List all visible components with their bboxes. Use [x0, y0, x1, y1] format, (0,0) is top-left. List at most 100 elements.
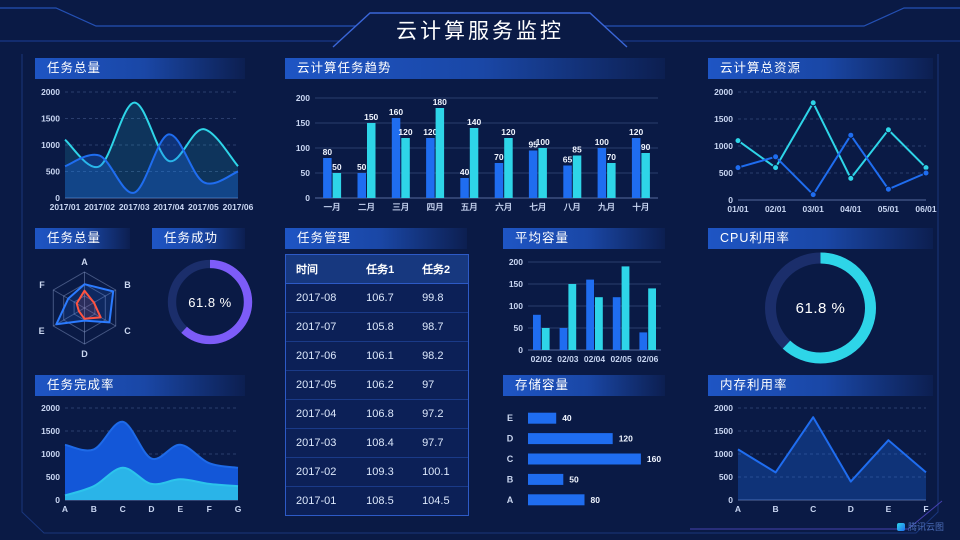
svg-text:90: 90: [641, 142, 651, 152]
svg-text:65: 65: [563, 155, 573, 165]
svg-text:50: 50: [332, 162, 342, 172]
table-row: 2017-07 105.8 98.7: [286, 312, 468, 342]
table-row: 2017-03 108.4 97.7: [286, 428, 468, 458]
svg-text:500: 500: [46, 167, 60, 177]
table-cell: 2017-08: [286, 283, 357, 313]
completion-area-chart: 0 500 1000 1500 2000 A B C D E F G: [41, 403, 242, 514]
svg-text:2017/03: 2017/03: [119, 202, 150, 212]
svg-text:1500: 1500: [41, 426, 60, 436]
svg-text:200: 200: [509, 257, 523, 267]
svg-text:50: 50: [301, 168, 311, 178]
task-trend-bar-chart: 0 50 100 150 200 一月 二月 三月 四月 五月 六月 七月 八月 九月 十月 80 50 160 1…: [296, 93, 658, 212]
page-title: 云计算服务监控: [396, 20, 564, 43]
svg-text:160: 160: [647, 454, 661, 464]
svg-text:2000: 2000: [41, 403, 60, 413]
table-cell: 2017-06: [286, 341, 357, 371]
table-row: 2017-06 106.1 98.2: [286, 341, 468, 371]
svg-text:B: B: [91, 504, 97, 514]
task-success-gauge: 61.8 %: [164, 252, 256, 352]
table-row: 2017-04 106.8 97.2: [286, 399, 468, 429]
table-cell: 108.4: [356, 428, 413, 458]
task-table: 时间 任务1 任务2 2017-08 106.7 99.8 2017-07 105.8 98.…: [286, 255, 468, 515]
svg-text:2000: 2000: [714, 403, 733, 413]
svg-text:八月: 八月: [563, 202, 581, 212]
table-cell: 2017-07: [286, 312, 357, 342]
svg-text:150: 150: [509, 279, 523, 289]
cpu-gauge: 61.8 %: [708, 250, 933, 366]
task-success-donut-chart: [167, 259, 253, 345]
column-header: 任务1: [356, 255, 413, 284]
table-row: 2017-08 106.7 99.8: [286, 283, 468, 313]
panel-title-storage: 存储容量: [503, 375, 665, 396]
svg-text:02/05: 02/05: [610, 354, 632, 364]
svg-text:1000: 1000: [41, 449, 60, 459]
table-cell: 2017-04: [286, 399, 357, 429]
svg-text:A: A: [507, 495, 514, 505]
svg-text:500: 500: [46, 472, 60, 482]
table-cell: 98.7: [412, 312, 468, 342]
svg-text:D: D: [81, 349, 88, 359]
svg-text:80: 80: [591, 495, 601, 505]
table-cell: 106.7: [356, 283, 413, 313]
table-cell: 2017-03: [286, 428, 357, 458]
table-cell: 99.8: [412, 283, 468, 313]
svg-text:2000: 2000: [41, 87, 60, 97]
table-cell: 2017-05: [286, 370, 357, 400]
svg-text:E: E: [886, 504, 892, 514]
svg-text:70: 70: [494, 152, 504, 162]
svg-text:E: E: [39, 326, 45, 336]
svg-text:0: 0: [55, 495, 60, 505]
svg-text:100: 100: [509, 301, 523, 311]
table-cell: 104.5: [412, 486, 468, 515]
svg-text:1500: 1500: [714, 114, 733, 124]
panel-title-task-trend: 云计算任务趋势: [285, 58, 665, 79]
svg-text:200: 200: [296, 93, 310, 103]
svg-text:B: B: [124, 280, 131, 290]
panel-title-completion: 任务完成率: [35, 375, 245, 396]
svg-text:E: E: [177, 504, 183, 514]
storage-hbar-chart: E 40 D 120 C 160 B 50 A 80: [507, 412, 661, 506]
svg-text:F: F: [39, 280, 45, 290]
svg-text:0: 0: [728, 195, 733, 205]
svg-text:150: 150: [296, 118, 310, 128]
svg-text:C: C: [124, 326, 131, 336]
svg-text:03/01: 03/01: [803, 204, 825, 214]
tasks-total-radar-chart: A B C D E F: [39, 257, 132, 359]
svg-text:2017/05: 2017/05: [188, 202, 219, 212]
table-row: 2017-02 109.3 100.1: [286, 457, 468, 487]
panel-title-task-success: 任务成功: [152, 228, 245, 249]
svg-text:04/01: 04/01: [840, 204, 862, 214]
brand-watermark-text: 腾讯云图: [907, 522, 944, 532]
table-row: 2017-05 106.2 97: [286, 370, 468, 400]
svg-text:50: 50: [357, 162, 367, 172]
svg-text:02/01: 02/01: [765, 204, 787, 214]
svg-text:120: 120: [501, 127, 515, 137]
svg-text:1500: 1500: [41, 114, 60, 124]
cpu-value: 61.8 %: [795, 299, 846, 317]
table-cell: 105.8: [356, 312, 413, 342]
svg-text:B: B: [507, 474, 514, 484]
svg-text:三月: 三月: [392, 202, 409, 212]
table-cell: 106.2: [356, 370, 413, 400]
memory-line-chart: 0 500 1000 1500 2000 A B C D E F: [714, 403, 929, 514]
svg-text:六月: 六月: [495, 202, 512, 212]
svg-text:2017/04: 2017/04: [153, 202, 184, 212]
svg-text:A: A: [62, 504, 68, 514]
svg-text:40: 40: [562, 413, 572, 423]
svg-text:02/02: 02/02: [531, 354, 553, 364]
svg-text:500: 500: [719, 168, 733, 178]
table-cell: 109.3: [356, 457, 413, 487]
svg-text:0: 0: [55, 193, 60, 203]
svg-text:F: F: [923, 504, 928, 514]
svg-text:C: C: [810, 504, 816, 514]
total-resources-line-chart: 0 500 1000 1500 2000 01/01 02/01 03/01 04/01 05/0…: [714, 87, 937, 214]
column-header: 任务2: [412, 255, 468, 284]
task-table-container: 时间 任务1 任务2 2017-08 106.7 99.8 2017-07 105.8 98.…: [285, 254, 469, 516]
svg-text:2000: 2000: [714, 87, 733, 97]
svg-text:一月: 一月: [324, 202, 341, 212]
column-header: 时间: [286, 255, 357, 284]
svg-text:D: D: [148, 504, 154, 514]
svg-text:D: D: [507, 434, 514, 444]
svg-text:0: 0: [728, 495, 733, 505]
